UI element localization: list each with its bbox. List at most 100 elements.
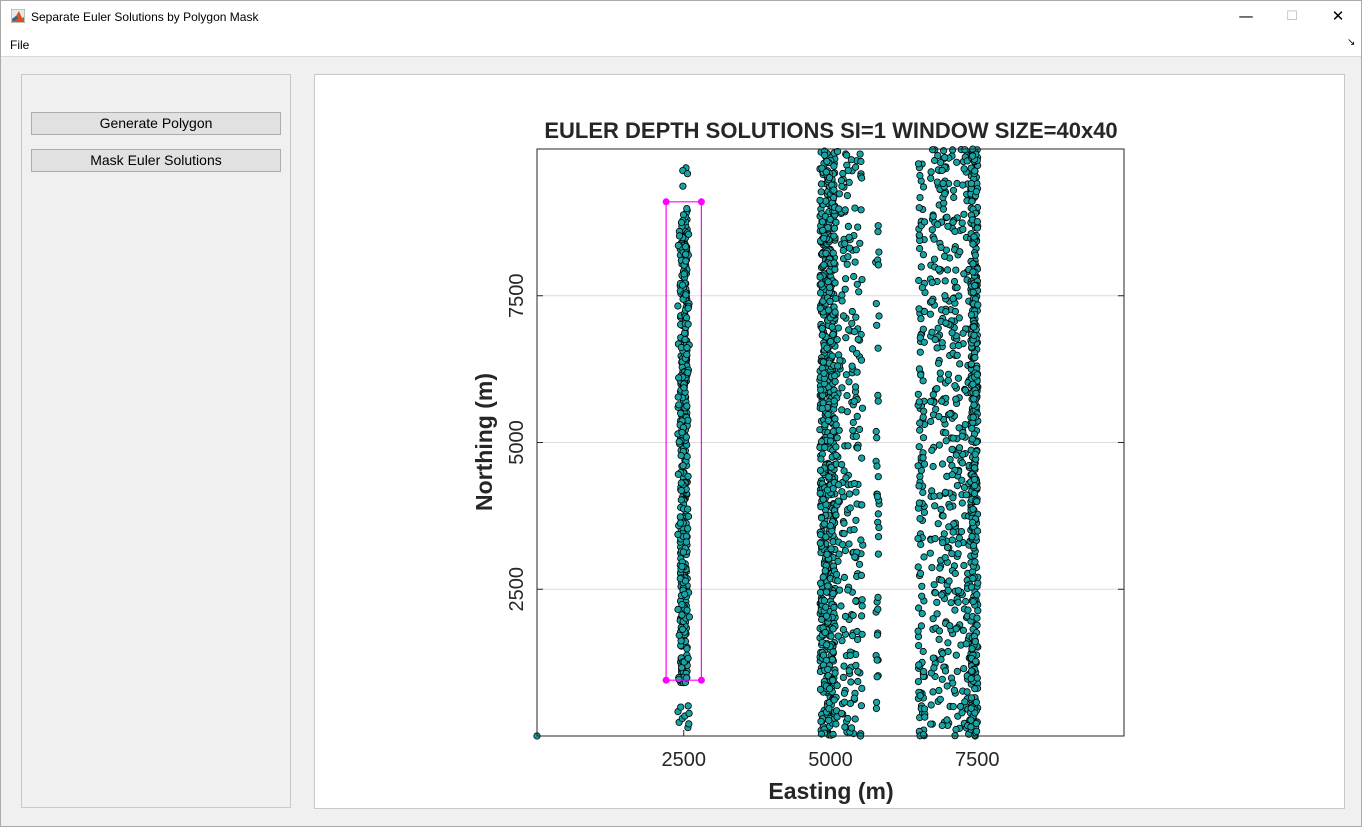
data-point (960, 210, 968, 218)
data-point (824, 582, 832, 590)
data-point (830, 603, 838, 612)
data-point (843, 391, 851, 400)
data-point (914, 627, 922, 635)
data-point (830, 162, 838, 170)
data-point (846, 651, 854, 660)
data-point (916, 514, 924, 523)
data-point (844, 326, 853, 334)
data-point (831, 377, 839, 386)
data-point (674, 393, 682, 401)
data-point (929, 688, 937, 696)
polygon-vertex-handle[interactable] (697, 676, 705, 684)
data-point (950, 193, 958, 202)
data-point (917, 371, 925, 379)
mask-euler-solutions-button[interactable]: Mask Euler Solutions (31, 149, 281, 172)
data-point (841, 723, 849, 731)
data-point (834, 577, 842, 585)
data-point (929, 654, 937, 662)
data-point (948, 329, 956, 337)
data-point (857, 536, 865, 544)
data-point (818, 218, 827, 226)
expand-arrow-icon[interactable]: ↘ (1347, 37, 1356, 48)
data-point (845, 178, 853, 187)
data-point (959, 329, 967, 337)
maximize-button[interactable]: ☐ (1286, 9, 1298, 24)
data-point (968, 645, 976, 653)
data-point (847, 156, 856, 164)
data-point (918, 609, 926, 618)
data-point (927, 397, 935, 405)
data-point (953, 158, 961, 166)
data-point (677, 703, 685, 711)
data-point (829, 730, 837, 739)
data-point (675, 374, 683, 382)
axes-frame (536, 148, 1125, 737)
data-point (958, 219, 966, 227)
mask-polygon[interactable] (662, 198, 705, 684)
euler-scatter-plot[interactable]: EULER DEPTH SOLUTIONS SI=1 WINDOW SIZE=4… (315, 75, 1344, 808)
data-point (839, 246, 847, 255)
data-point (826, 337, 835, 346)
data-point (919, 488, 927, 497)
data-point (874, 593, 882, 602)
data-point (823, 157, 831, 166)
data-point (952, 395, 960, 403)
data-point (677, 486, 685, 495)
data-point (832, 421, 840, 429)
generate-polygon-button[interactable]: Generate Polygon (31, 112, 281, 135)
data-point (840, 573, 849, 581)
data-point (684, 702, 692, 710)
close-button[interactable]: ✕ (1331, 7, 1345, 25)
data-point (964, 606, 972, 614)
data-point (941, 292, 949, 300)
control-panel (21, 74, 291, 808)
polygon-vertex-handle[interactable] (662, 676, 670, 684)
data-point (835, 351, 843, 359)
data-point (920, 407, 928, 415)
data-point (918, 592, 926, 600)
data-point (873, 434, 881, 442)
minimize-button[interactable]: — (1238, 7, 1254, 25)
data-point (852, 516, 860, 524)
data-point (969, 413, 977, 421)
data-point (962, 597, 970, 606)
data-point (857, 356, 866, 364)
data-point (915, 661, 923, 669)
data-point (852, 246, 860, 254)
data-point (848, 307, 856, 316)
data-point (683, 645, 691, 653)
data-point (952, 625, 960, 633)
chart-title: EULER DEPTH SOLUTIONS SI=1 WINDOW SIZE=4… (544, 118, 1117, 143)
data-point (937, 243, 945, 251)
data-point (941, 277, 949, 285)
data-point (916, 194, 924, 202)
data-point (958, 476, 966, 484)
data-point (950, 277, 959, 286)
data-point (837, 602, 845, 610)
data-point (853, 444, 862, 452)
data-point (967, 723, 975, 731)
data-point (949, 528, 957, 536)
data-point (858, 630, 866, 638)
data-point (974, 607, 982, 615)
polygon-vertex-handle[interactable] (662, 198, 670, 206)
data-point (952, 451, 960, 459)
data-point (857, 571, 866, 579)
data-point (833, 681, 841, 690)
data-point (677, 479, 685, 487)
polygon-vertex-handle[interactable] (697, 198, 705, 206)
data-point (959, 626, 968, 635)
data-point (678, 625, 687, 633)
data-point (824, 306, 833, 314)
data-point (941, 553, 949, 562)
data-point (943, 543, 952, 552)
data-point (831, 308, 839, 316)
data-point (821, 567, 829, 575)
menu-file[interactable]: File (10, 38, 30, 52)
data-point (677, 496, 685, 504)
data-point (851, 383, 860, 391)
data-point (858, 596, 866, 604)
data-point (939, 205, 948, 213)
data-point (919, 183, 928, 191)
data-point (968, 532, 976, 541)
